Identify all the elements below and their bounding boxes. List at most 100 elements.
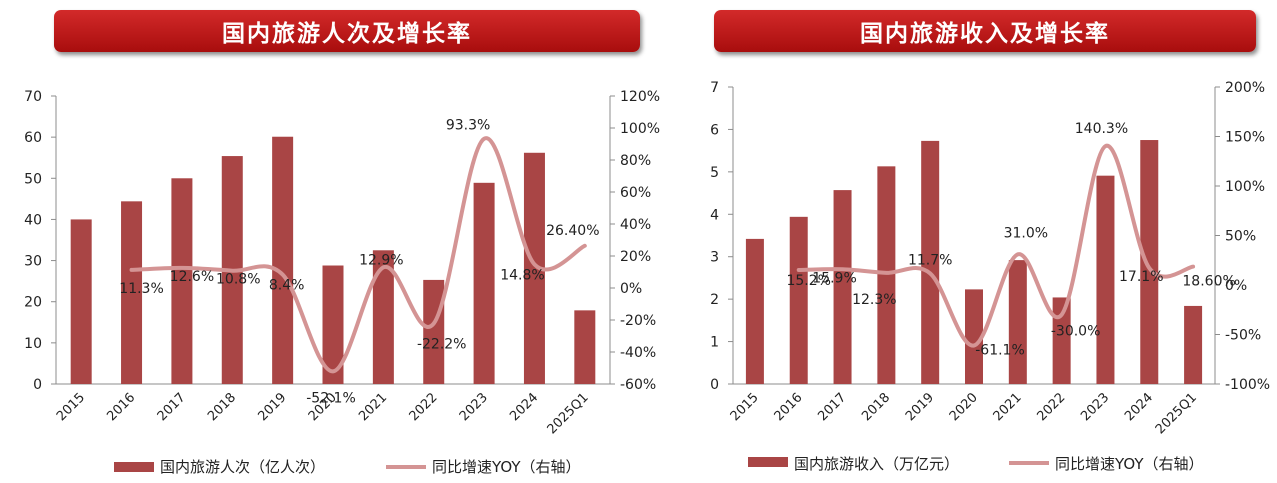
revenue-left-tick-label: 3	[710, 250, 719, 266]
revenue-yoy-line	[796, 144, 1196, 348]
trips-left-tick-label: 20	[24, 295, 42, 311]
revenue-x-tick-label: 2015	[728, 390, 762, 424]
trips-x-tick-label: 2018	[205, 390, 239, 424]
trips-right-tick-label: 0%	[620, 281, 642, 297]
trips-x-tick-label: 2025Q1	[545, 390, 592, 437]
trips-left-tick-label: 10	[24, 336, 42, 352]
revenue-yoy-label-2016: 15.2%	[786, 273, 830, 289]
revenue-legend-bar-label: 国内旅游收入（万亿元）	[794, 455, 959, 473]
trips-x-tick-label: 2019	[255, 390, 289, 424]
revenue-x-tick-label: 2022	[1034, 390, 1068, 424]
revenue-x-tick-label: 2020	[947, 390, 981, 424]
trips-x-tick-label: 2017	[155, 390, 189, 424]
trips-legend-bar-swatch	[114, 462, 154, 472]
revenue-right-tick-label: 50%	[1225, 229, 1256, 245]
revenue-left-tick-label: 4	[710, 207, 719, 223]
trips-bar-2017	[171, 178, 193, 384]
trips-yoy-label-2016: 11.3%	[119, 281, 163, 297]
revenue-left-tick-label: 0	[710, 377, 719, 393]
revenue-right-tick-label: -100%	[1225, 377, 1270, 393]
revenue-yoy-label-2019: 11.7%	[908, 252, 952, 268]
trips-yoy-label-2024: 14.8%	[500, 267, 544, 283]
trips-bar-2022	[423, 279, 445, 384]
revenue-yoy-label-2022: -30.0%	[1051, 324, 1101, 340]
trips-yoy-label-2022: -22.2%	[417, 337, 467, 353]
trips-bar-2024	[523, 152, 545, 384]
trips-right-tick-label: -60%	[620, 377, 656, 393]
trips-legend-bar-label: 国内旅游人次（亿人次）	[160, 458, 325, 476]
revenue-legend-line-label: 同比增速YOY（右轴）	[1055, 455, 1204, 473]
revenue-x-tick-label: 2017	[815, 390, 849, 424]
revenue-bar-2016	[789, 216, 808, 384]
trips-right-tick-label: 40%	[620, 217, 651, 233]
trips-right-tick-label: -40%	[620, 345, 656, 361]
trips-left-tick-label: 50	[24, 171, 42, 187]
revenue-yoy-label-2021: 31.0%	[1004, 225, 1048, 241]
trips-bar-2019	[272, 136, 294, 384]
trips-x-tick-label: 2021	[356, 390, 390, 424]
revenue-left-tick-label: 6	[710, 122, 719, 138]
revenue-bar-2025Q1	[1184, 305, 1203, 384]
trips-bar-2025Q1	[574, 310, 596, 384]
trips-yoy-line	[129, 136, 587, 374]
trips-bar-2015	[70, 219, 92, 384]
revenue-bar-2024	[1140, 140, 1159, 384]
trips-left-tick-label: 60	[24, 130, 42, 146]
trips-left-tick-label: 30	[24, 254, 42, 270]
trips-legend-line-label: 同比增速YOY（右轴）	[432, 458, 581, 476]
revenue-bar-2015	[745, 238, 764, 384]
trips-bar-2020	[322, 265, 344, 384]
revenue-bar-2017	[833, 190, 852, 384]
trips-left-tick-label: 70	[24, 89, 42, 105]
revenue-yoy-label-2020: -61.1%	[975, 342, 1025, 358]
revenue-yoy-label-2023: 140.3%	[1075, 121, 1128, 137]
revenue-bar-2020	[965, 289, 983, 384]
revenue-left-tick-label: 5	[710, 165, 719, 181]
revenue-bar-2023	[1096, 175, 1115, 384]
chart-title-tourism-revenue: 国内旅游收入及增长率	[714, 10, 1256, 52]
revenue-yoy-label-2024: 17.1%	[1119, 269, 1163, 285]
revenue-yoy-label-2025Q1: 18.60%	[1182, 274, 1235, 290]
trips-yoy-label-2019: 8.4%	[269, 278, 305, 294]
trips-x-tick-label: 2024	[507, 390, 541, 424]
revenue-right-tick-label: 0%	[1225, 278, 1247, 294]
revenue-x-tick-label: 2018	[859, 390, 893, 424]
trips-right-tick-label: 120%	[620, 89, 660, 105]
revenue-left-tick-label: 1	[710, 335, 719, 351]
revenue-x-tick-label: 2025Q1	[1153, 390, 1200, 437]
revenue-x-tick-label: 2016	[772, 390, 806, 424]
revenue-bar-2018	[877, 166, 896, 384]
revenue-left-tick-label: 2	[710, 292, 719, 308]
revenue-bar-2021	[1008, 260, 1027, 384]
trips-x-tick-label: 2016	[104, 390, 138, 424]
trips-yoy-label-2025Q1: 26.40%	[546, 223, 599, 239]
revenue-yoy-label-2018: 12.3%	[852, 292, 896, 308]
revenue-x-tick-label: 2024	[1122, 390, 1156, 424]
trips-yoy-label-2018: 10.8%	[216, 272, 260, 288]
trips-x-tick-label: 2015	[54, 390, 88, 424]
trips-right-tick-label: -20%	[620, 313, 656, 329]
revenue-bar-2022	[1052, 297, 1071, 384]
revenue-yoy-label-2017: 15.9%	[812, 270, 856, 286]
revenue-left-tick-label: 7	[710, 80, 719, 96]
trips-left-tick-label: 40	[24, 212, 42, 228]
trips-bar-2021	[372, 250, 394, 384]
trips-right-tick-label: 60%	[620, 185, 651, 201]
revenue-right-tick-label: -50%	[1225, 328, 1261, 344]
revenue-right-tick-label: 200%	[1225, 80, 1265, 96]
trips-yoy-label-2020: -52.1%	[306, 390, 356, 406]
trips-bar-2023	[473, 182, 495, 384]
revenue-right-tick-label: 100%	[1225, 179, 1265, 195]
trips-x-tick-label: 2023	[457, 390, 491, 424]
trips-right-tick-label: 80%	[620, 153, 651, 169]
revenue-x-tick-label: 2023	[1078, 390, 1112, 424]
trips-yoy-label-2021: 12.9%	[359, 252, 403, 268]
trips-yoy-label-2023: 93.3%	[446, 118, 490, 134]
revenue-right-tick-label: 150%	[1225, 130, 1265, 146]
revenue-legend-bar-swatch	[748, 457, 788, 467]
chart-title-tourist-trips: 国内旅游人次及增长率	[54, 10, 640, 52]
trips-x-tick-label: 2022	[407, 390, 441, 424]
revenue-x-tick-label: 2019	[903, 390, 937, 424]
trips-right-tick-label: 100%	[620, 121, 660, 137]
